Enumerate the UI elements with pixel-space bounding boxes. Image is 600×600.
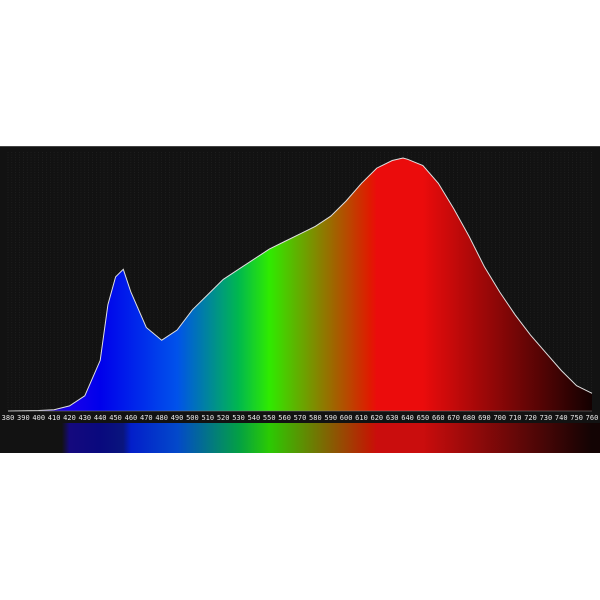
x-tick-label: 560 [278, 414, 291, 422]
x-tick-label: 470 [140, 414, 153, 422]
x-tick-label: 430 [79, 414, 92, 422]
x-tick-label: 630 [386, 414, 399, 422]
x-tick-label: 420 [63, 414, 76, 422]
spectrum-chart: 380 390 400 410 420 430 440 450 460 470 480 490 500 5… [0, 146, 600, 453]
x-tick-label: 610 [355, 414, 368, 422]
x-tick-label: 540 [248, 414, 261, 422]
x-tick-label: 450 [109, 414, 122, 422]
x-tick-label: 490 [171, 414, 184, 422]
x-tick-label: 720 [524, 414, 537, 422]
x-tick-label: 690 [478, 414, 491, 422]
x-tick-label: 670 [447, 414, 460, 422]
x-tick-label: 700 [493, 414, 506, 422]
x-tick-label: 570 [294, 414, 307, 422]
x-tick-label: 440 [94, 414, 107, 422]
x-tick-label: 590 [324, 414, 337, 422]
x-tick-label: 600 [340, 414, 353, 422]
x-tick-label: 650 [417, 414, 430, 422]
x-tick-label: 680 [463, 414, 476, 422]
x-tick-label: 510 [201, 414, 214, 422]
x-tick-label: 410 [48, 414, 61, 422]
x-tick-label: 620 [371, 414, 384, 422]
x-tick-label: 730 [540, 414, 553, 422]
x-tick-label: 390 [17, 414, 30, 422]
x-tick-label: 530 [232, 414, 245, 422]
x-tick-label: 520 [217, 414, 230, 422]
x-tick-label: 660 [432, 414, 445, 422]
x-tick-label: 750 [570, 414, 583, 422]
x-tick-label: 380 [2, 414, 15, 422]
x-tick-label: 640 [401, 414, 414, 422]
x-tick-label: 710 [509, 414, 522, 422]
x-tick-label: 500 [186, 414, 199, 422]
x-tick-label: 760 [586, 414, 599, 422]
x-tick-label: 580 [309, 414, 322, 422]
spectrum-strip [0, 423, 600, 453]
x-tick-label: 550 [263, 414, 276, 422]
spectrum-area [8, 158, 592, 411]
x-tick-label: 460 [125, 414, 138, 422]
x-tick-label: 480 [155, 414, 168, 422]
x-tick-label: 400 [32, 414, 45, 422]
spectrum-svg: 380 390 400 410 420 430 440 450 460 470 480 490 500 5… [0, 152, 600, 453]
spectrum-line [7, 157, 593, 412]
x-tick-label: 740 [555, 414, 568, 422]
